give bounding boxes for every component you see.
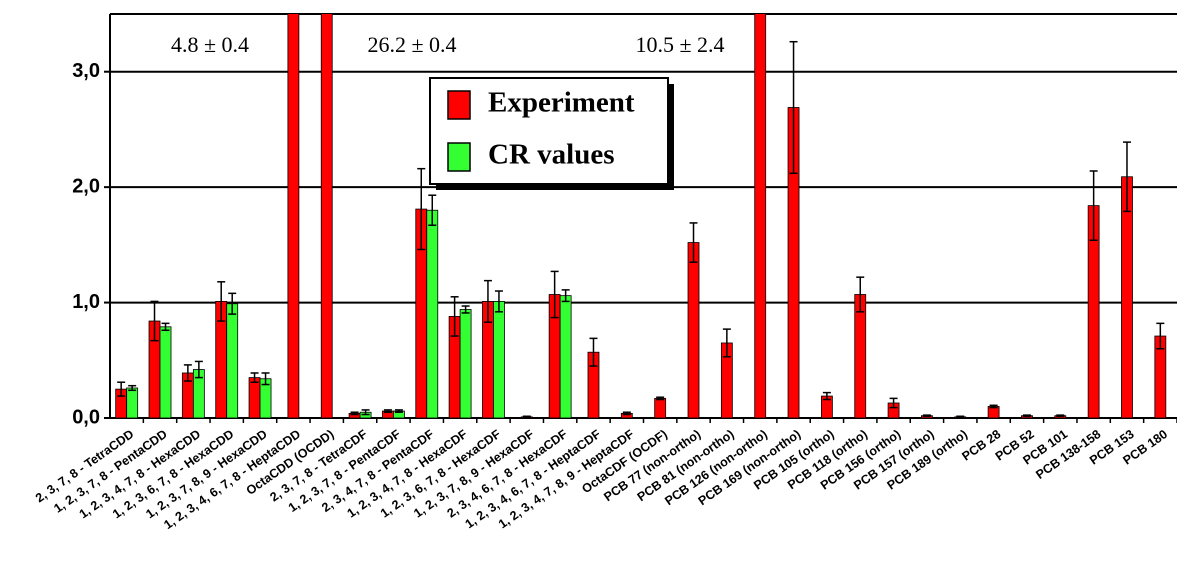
error-bar (217, 281, 226, 322)
y-tick-label: 1,0 (72, 291, 100, 313)
error-bar (417, 167, 426, 251)
error-bar (150, 300, 159, 342)
bar (126, 387, 139, 419)
y-tick-label: 0,0 (72, 406, 100, 428)
bar (687, 242, 700, 419)
error-bar (822, 391, 831, 401)
y-tick-label: 2,0 (72, 175, 100, 197)
error-bar (956, 415, 965, 419)
error-bar (589, 337, 598, 367)
error-bar (622, 411, 631, 416)
error-bar (889, 397, 898, 409)
error-bar (550, 270, 559, 319)
annotation-bg (352, 30, 472, 62)
error-bar (250, 372, 259, 383)
error-bar (161, 322, 170, 332)
error-bar (561, 289, 570, 303)
annotation: 4.8 ± 0.4 (171, 32, 249, 57)
error-bar (483, 279, 492, 323)
error-bar (522, 415, 531, 419)
error-bar (989, 404, 998, 409)
legend-swatch (447, 142, 471, 172)
error-bar (261, 372, 270, 386)
bar (654, 397, 667, 419)
error-bar (1056, 414, 1065, 418)
bar (459, 309, 472, 419)
legend-label: Experiment (488, 87, 635, 119)
bar (559, 295, 572, 419)
error-bar (428, 194, 437, 226)
error-bar (1089, 170, 1098, 241)
bar (159, 326, 172, 419)
error-bar (117, 381, 126, 397)
error-bar (228, 292, 237, 315)
error-bar (1122, 141, 1131, 213)
error-bar (361, 409, 370, 416)
error-bar (856, 276, 865, 313)
error-bar (450, 296, 459, 337)
error-bar (1022, 414, 1031, 418)
error-bar (494, 290, 503, 313)
bar (248, 377, 261, 419)
bar (287, 14, 300, 419)
legend-swatch (447, 90, 471, 120)
error-bar (722, 328, 731, 358)
bar (226, 303, 239, 419)
bar (854, 294, 867, 419)
bar (426, 209, 439, 419)
bar (754, 14, 767, 419)
error-bar (922, 414, 931, 418)
error-bar (789, 40, 798, 175)
y-tick-label: 3,0 (72, 60, 100, 82)
error-bar (689, 222, 698, 263)
error-bar (350, 411, 359, 416)
error-bar (383, 409, 392, 413)
bar (493, 301, 505, 419)
annotation: 26.2 ± 0.4 (367, 32, 456, 57)
error-bar (1156, 322, 1165, 350)
error-bar (394, 409, 403, 413)
error-bar (461, 305, 470, 314)
error-bar (183, 364, 192, 382)
legend-label: CR values (488, 139, 614, 171)
bar (320, 14, 333, 419)
error-bar (128, 384, 137, 392)
annotation-bg (150, 30, 270, 62)
bar (1121, 176, 1133, 419)
annotation: 10.5 ± 2.4 (635, 32, 724, 57)
error-bar (656, 396, 665, 401)
annotation-bg (620, 30, 740, 62)
error-bar (194, 360, 203, 379)
